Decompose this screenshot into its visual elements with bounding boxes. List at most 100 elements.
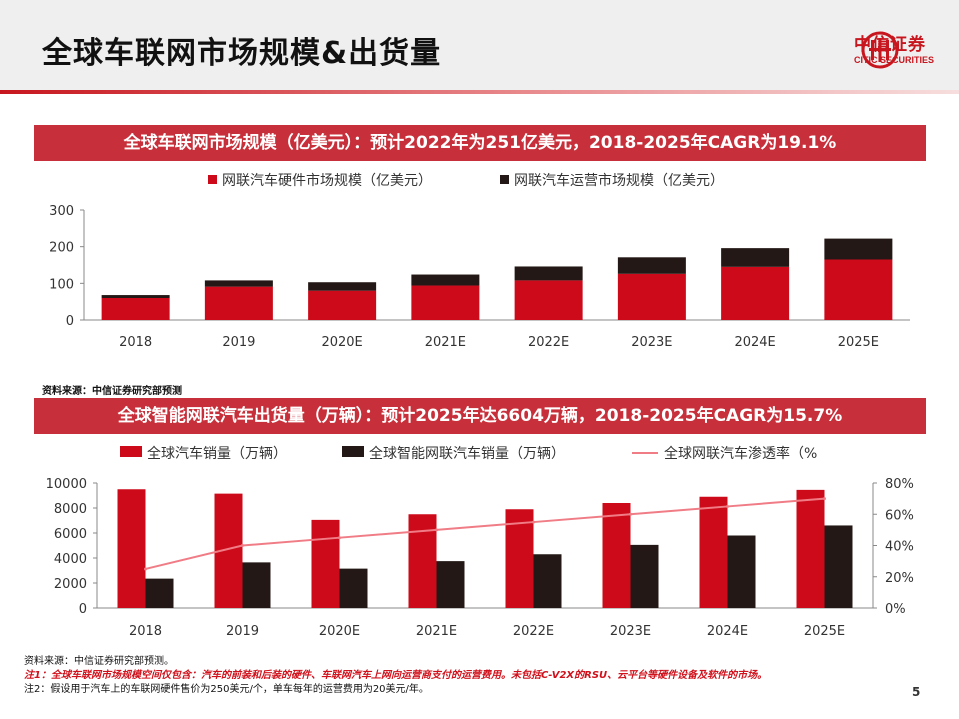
y-tick-label: 200: [49, 241, 74, 256]
point-penetration: [435, 528, 438, 532]
y-tick-label: 2000: [54, 577, 87, 592]
line-penetration: [145, 497, 825, 570]
citic-logo-icon: [861, 31, 899, 69]
point-penetration: [338, 536, 341, 540]
shipment-chart: 0 2000 4000 6000 8000 10000 0% 20% 40% 60% 80% 2018…: [46, 477, 914, 639]
bar-connected-sales: [727, 535, 756, 608]
bar-hardware: [721, 266, 790, 320]
bar-hardware: [204, 286, 273, 320]
y-tick-label: 6000: [54, 527, 87, 542]
note-2: 注2：假设用于汽车上的车联网硬件售价为250美元/个，单车每年的运营费用为20美…: [24, 684, 429, 695]
y-tick-label: 0: [79, 602, 87, 617]
y-tick-label: 0: [66, 314, 74, 329]
legend-label: 网联汽车硬件市场规模（亿美元）: [222, 173, 432, 189]
legend-label: 网联汽车运营市场规模（亿美元）: [514, 173, 724, 189]
x-tick-label: 2022E: [513, 624, 554, 639]
x-tick-label: 2025E: [838, 335, 879, 350]
y-tick-label: 4000: [54, 552, 87, 567]
legend-label: 全球汽车销量（万辆）: [147, 446, 287, 462]
bar-car-sales: [602, 503, 631, 608]
bar-car-sales: [408, 514, 437, 608]
legend-black-square-icon: [342, 446, 364, 457]
bar-connected-sales: [242, 562, 271, 608]
bar-connected-sales: [533, 554, 562, 608]
bar-operation: [617, 257, 686, 274]
bar-car-sales: [505, 509, 534, 608]
x-tick-label: 2022E: [528, 335, 569, 350]
bar-operation: [411, 274, 480, 286]
section1-source: 资料来源：中信证券研究部预测: [42, 386, 182, 397]
legend-label: 全球智能网联汽车销量（万辆）: [369, 446, 565, 462]
chart1-legend-hardware: 网联汽车硬件市场规模（亿美元）: [208, 170, 432, 190]
header-divider: [0, 90, 959, 94]
footnotes: 资料来源：中信证券研究部预测。 注1：全球车联网市场规模空间仅包含：汽车的前装和…: [24, 655, 767, 697]
y-tick-label: 300: [49, 204, 74, 219]
bar-car-sales: [796, 489, 825, 608]
bar-connected-sales: [824, 525, 853, 608]
x-tick-label: 2019: [222, 335, 255, 350]
x-tick-label: 2021E: [425, 335, 466, 350]
bar-hardware: [824, 259, 893, 320]
bar-car-sales: [699, 496, 728, 608]
bar-hardware: [411, 285, 480, 320]
point-penetration: [726, 504, 729, 508]
bar-operation: [204, 280, 273, 287]
bar-operation: [514, 266, 583, 281]
y2-tick-label: 60%: [885, 508, 914, 523]
point-penetration: [241, 544, 244, 547]
x-tick-label: 2020E: [319, 624, 360, 639]
bar-car-sales: [311, 519, 340, 608]
logo-english-name: CITIC SECURITIES: [854, 55, 935, 65]
y2-tick-label: 40%: [885, 540, 914, 555]
section1-banner: 全球车联网市场规模（亿美元）：预计2022年为251亿美元，2018-2025年…: [34, 125, 926, 161]
point-penetration: [629, 512, 632, 516]
x-tick-label: 2018: [129, 624, 162, 639]
legend-red-square-icon: [208, 175, 217, 184]
bar-hardware: [308, 290, 377, 320]
x-tick-label: 2023E: [631, 335, 672, 350]
page-number: 5: [912, 685, 921, 699]
bar-hardware: [101, 298, 170, 320]
y2-tick-label: 0%: [885, 602, 906, 617]
legend-red-square-icon: [120, 446, 142, 457]
logo-chinese-name: 中信证券: [854, 35, 926, 55]
legend-pink-line-icon: [632, 452, 658, 454]
point-penetration: [823, 497, 826, 501]
legend-black-square-icon: [500, 175, 509, 184]
market-size-chart: 0 100 200 300 2018 2019 2020E 2021E 2022E 2023E 20…: [49, 204, 910, 350]
point-penetration: [532, 520, 535, 524]
bar-car-sales: [117, 489, 146, 608]
y-tick-label: 8000: [54, 502, 87, 517]
bar-connected-sales: [630, 544, 659, 608]
page-title: 全球车联网市场规模&出货量: [42, 36, 442, 71]
bar-hardware: [617, 273, 686, 320]
legend-label: 全球网联汽车渗透率（%: [664, 446, 818, 462]
section2-banner: 全球智能网联汽车出货量（万辆）：预计2025年达6604万辆，2018-2025…: [34, 398, 926, 434]
bar-connected-sales: [145, 578, 174, 608]
point-penetration: [144, 567, 147, 571]
x-tick-label: 2020E: [321, 335, 362, 350]
bar-connected-sales: [436, 561, 465, 608]
x-tick-label: 2019: [226, 624, 259, 639]
y2-tick-label: 80%: [885, 477, 914, 492]
x-tick-label: 2025E: [804, 624, 845, 639]
bar-operation: [101, 295, 170, 298]
note-1: 注1：全球车联网市场规模空间仅包含：汽车的前装和后装的硬件、车联网汽车上网向运营…: [24, 670, 768, 681]
chart1-legend-operation: 网联汽车运营市场规模（亿美元）: [500, 170, 724, 190]
chart2-legend-penetration: 全球网联汽车渗透率（%: [632, 443, 817, 463]
x-tick-label: 2023E: [610, 624, 651, 639]
x-tick-label: 2021E: [416, 624, 457, 639]
bar-operation: [824, 238, 893, 260]
y-tick-label: 10000: [46, 477, 87, 492]
chart2-legend-car-sales: 全球汽车销量（万辆）: [120, 443, 287, 463]
chart2-legend-connected-sales: 全球智能网联汽车销量（万辆）: [342, 443, 565, 463]
x-tick-label: 2018: [119, 335, 152, 350]
x-tick-label: 2024E: [707, 624, 748, 639]
x-tick-label: 2024E: [734, 335, 775, 350]
notes-source: 资料来源：中信证券研究部预测。: [24, 656, 174, 667]
bar-hardware: [514, 280, 583, 320]
bar-operation: [308, 282, 377, 291]
y2-tick-label: 20%: [885, 571, 914, 586]
y-tick-label: 100: [49, 277, 74, 292]
bar-connected-sales: [339, 568, 368, 608]
